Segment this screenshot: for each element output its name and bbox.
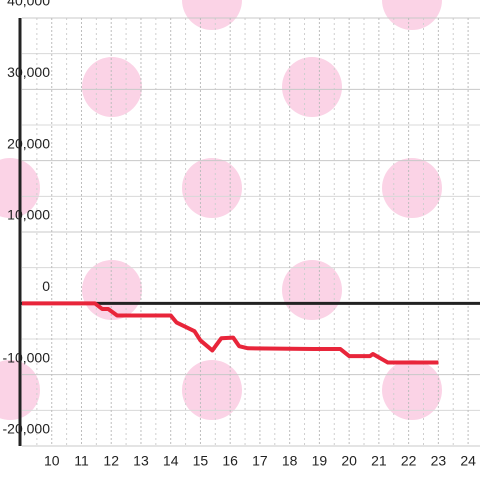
x-tick-label: 20 (341, 453, 357, 469)
y-tick-label: 0 (42, 278, 50, 294)
y-tick-label: -20,000 (3, 421, 51, 437)
y-tick-label: 30,000 (7, 64, 50, 80)
x-tick-label: 23 (431, 453, 447, 469)
x-tick-label: 12 (103, 453, 119, 469)
x-tick-label: 18 (282, 453, 298, 469)
x-tick-label: 15 (193, 453, 209, 469)
x-tick-label: 17 (252, 453, 268, 469)
y-tick-label: -10,000 (3, 349, 51, 365)
x-tick-label: 13 (133, 453, 149, 469)
x-tick-label: 22 (401, 453, 417, 469)
data-line (22, 301, 439, 365)
x-tick-label: 19 (312, 453, 328, 469)
x-tick-label: 14 (163, 453, 179, 469)
x-tick-label: 11 (74, 453, 89, 469)
y-tick-label: 20,000 (7, 135, 50, 151)
x-tick-label: 16 (222, 453, 238, 469)
y-tick-label: 10,000 (7, 207, 50, 223)
x-tick-label: 24 (460, 453, 476, 469)
x-tick-label: 21 (371, 453, 387, 469)
y-tick-label: 40,000 (7, 0, 50, 9)
x-tick-label: 10 (44, 453, 60, 469)
